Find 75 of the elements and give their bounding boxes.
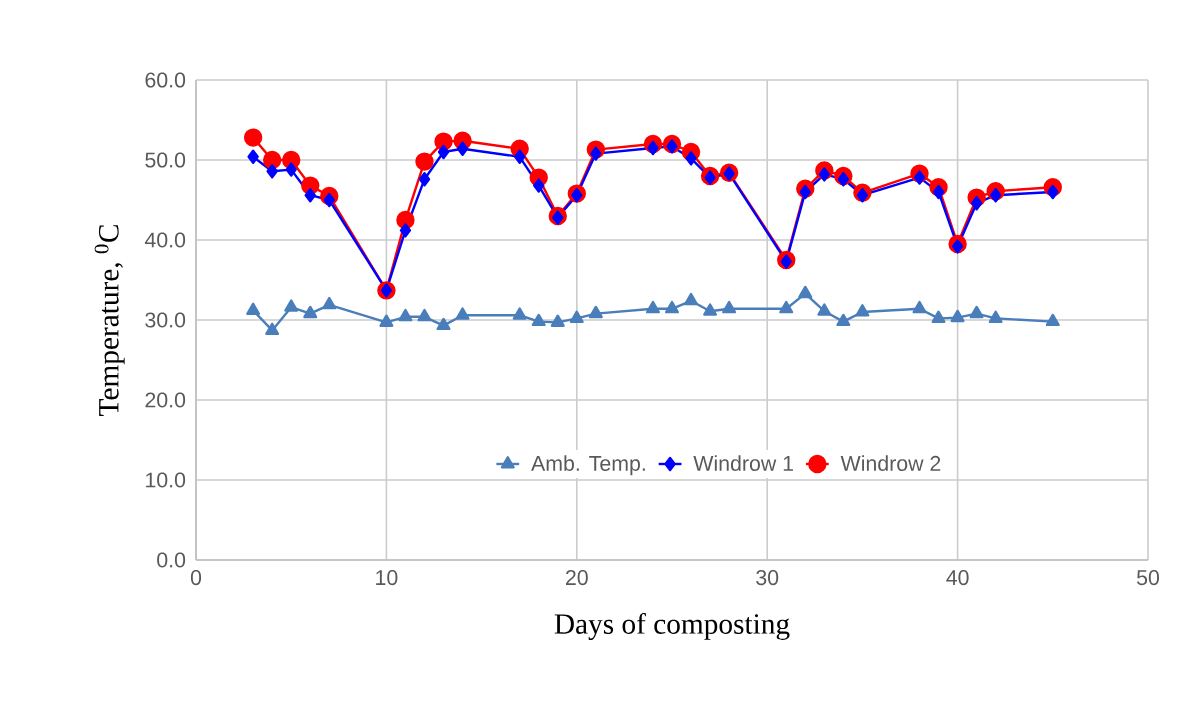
point (243, 128, 263, 147)
point (266, 164, 278, 179)
x-tick-label: 50 (1136, 570, 1160, 586)
point (932, 184, 945, 200)
point (512, 307, 527, 320)
point (1045, 313, 1060, 327)
point (779, 300, 794, 314)
point (588, 305, 603, 319)
legend-label: Amb. Temp. (531, 455, 645, 476)
x-tick-label: 0 (190, 570, 202, 586)
point (304, 188, 316, 203)
point (533, 178, 545, 193)
point (817, 303, 832, 316)
point (988, 310, 1003, 323)
point (284, 299, 299, 312)
point (265, 322, 280, 335)
legend-label: Windrow 1 (693, 455, 793, 471)
point (569, 310, 584, 323)
point (531, 313, 546, 327)
point (703, 303, 718, 316)
point (913, 170, 926, 185)
point (722, 300, 737, 314)
point (931, 310, 946, 323)
x-tick-label: 10 (376, 570, 398, 586)
point (246, 302, 261, 315)
point (1047, 184, 1059, 200)
point (399, 223, 412, 238)
point (969, 305, 984, 319)
y-tick-label: 40.0 (144, 232, 186, 248)
y-tick-label: 50.0 (145, 152, 186, 168)
y-tick-label: 0.0 (157, 552, 186, 568)
point (970, 196, 983, 211)
point (303, 305, 318, 319)
point (989, 188, 1002, 203)
point (855, 304, 870, 317)
point (379, 314, 394, 327)
x-tick-label: 40 (946, 570, 969, 586)
point (247, 149, 259, 164)
point (684, 292, 699, 306)
point (418, 171, 431, 187)
y-axis-title: Temperature, $^{0}$C (94, 225, 125, 416)
y-tick-label: 30.0 (145, 312, 186, 328)
y-tick-label: 60.0 (145, 72, 186, 88)
point (799, 184, 811, 200)
point (836, 313, 851, 327)
x-tick-label: 30 (756, 570, 779, 586)
point (818, 167, 831, 182)
point (262, 150, 282, 170)
legend-label: Windrow 2 (840, 455, 941, 471)
point (950, 309, 965, 323)
point (455, 307, 470, 320)
point (456, 141, 469, 156)
x-tick-label: 20 (566, 570, 588, 586)
point (665, 300, 679, 314)
point (645, 300, 660, 314)
point (322, 296, 337, 310)
point (323, 192, 335, 208)
y-tick-label: 10.0 (146, 472, 186, 488)
point (436, 317, 451, 331)
point (571, 188, 583, 203)
point (285, 162, 297, 177)
point (437, 144, 450, 160)
point (415, 152, 434, 171)
x-axis-title: Days of composting (554, 612, 790, 640)
point (398, 308, 413, 322)
point (798, 285, 813, 299)
point (837, 171, 850, 187)
point (550, 314, 565, 327)
point (590, 146, 602, 161)
point (417, 308, 432, 322)
point (513, 149, 526, 164)
point (856, 188, 869, 203)
point (647, 140, 659, 156)
point (912, 300, 927, 314)
y-tick-label: 20.0 (145, 392, 186, 408)
